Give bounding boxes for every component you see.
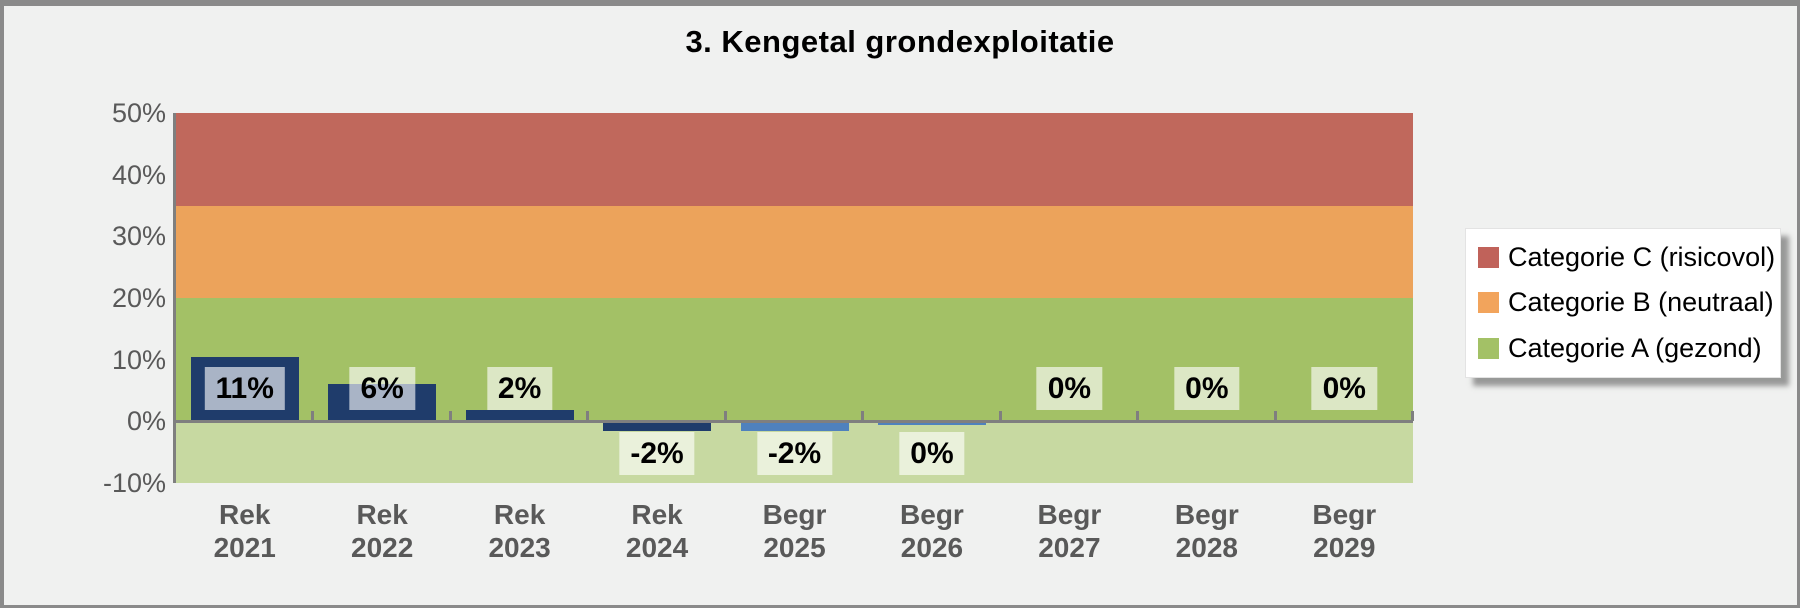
x-axis-tick-mark bbox=[723, 411, 727, 422]
categorie-b-band bbox=[176, 205, 1413, 298]
x-axis-category-line1: Rek bbox=[356, 499, 408, 530]
x-axis-category-line2: 2023 bbox=[488, 532, 551, 563]
legend-color-swatch-icon bbox=[1478, 292, 1499, 314]
x-axis-category-label: Rek 2021 bbox=[214, 498, 276, 564]
x-axis-category-label: Begr 2026 bbox=[900, 498, 964, 564]
y-axis-tick-label: -10% bbox=[102, 468, 166, 498]
categorie-c-band bbox=[176, 113, 1413, 206]
y-axis-tick-label: 40% bbox=[111, 159, 166, 190]
percent-data-label: -2% bbox=[619, 432, 695, 476]
x-axis-category-label: Rek 2022 bbox=[351, 498, 413, 564]
x-axis-tick-mark bbox=[586, 411, 590, 422]
x-axis-category-line2: 2029 bbox=[1313, 532, 1376, 563]
legend-color-swatch-icon bbox=[1478, 337, 1499, 359]
percent-data-label: 0% bbox=[1036, 367, 1103, 411]
x-axis-tick-mark bbox=[311, 411, 315, 422]
x-axis-tick-mark bbox=[1411, 411, 1414, 422]
x-axis-category-label: Begr 2025 bbox=[763, 498, 827, 564]
x-axis-category-label: Begr 2029 bbox=[1312, 498, 1376, 564]
x-axis-category-line1: Rek bbox=[493, 499, 546, 530]
bar-rek-2023 bbox=[465, 410, 574, 422]
percent-data-label: 6% bbox=[349, 367, 415, 411]
y-axis-tick-label: 10% bbox=[111, 344, 166, 375]
y-axis-tick-label: 50% bbox=[111, 98, 166, 128]
x-axis-tick-mark bbox=[1273, 411, 1277, 422]
y-axis-line bbox=[173, 113, 176, 483]
x-axis-category-line1: Begr bbox=[1174, 499, 1239, 530]
legend-item: Categorie C (risicovol) bbox=[1478, 242, 1780, 273]
x-axis-category-line1: Begr bbox=[1037, 499, 1102, 530]
percent-data-label: -2% bbox=[756, 432, 833, 476]
chart-title: 3. Kengetal grondexploitatie bbox=[685, 24, 1115, 59]
bar-rek-2024 bbox=[603, 421, 712, 431]
x-axis-tick-mark bbox=[448, 411, 452, 422]
x-axis-category-line1: Begr bbox=[900, 499, 964, 530]
x-axis-category-line2: 2024 bbox=[625, 532, 689, 563]
x-axis-category-line2: 2028 bbox=[1175, 532, 1238, 563]
x-axis-category-line1: Rek bbox=[219, 499, 271, 530]
legend-label: Categorie C (risicovol) bbox=[1508, 242, 1776, 273]
legend: Categorie C (risicovol) Categorie B (neut… bbox=[1465, 228, 1781, 378]
x-axis-category-line2: 2025 bbox=[763, 532, 826, 563]
x-axis-category-label: Rek 2023 bbox=[488, 498, 550, 564]
percent-data-label: 0% bbox=[1174, 367, 1240, 411]
x-axis-category-line2: 2026 bbox=[900, 532, 964, 563]
legend-label: Categorie B (neutraal) bbox=[1508, 287, 1774, 318]
x-axis-category-line1: Begr bbox=[1312, 499, 1377, 530]
x-axis-category-label: Rek 2024 bbox=[626, 498, 688, 564]
y-axis-tick-label: 30% bbox=[111, 221, 166, 252]
y-axis-tick-label: 0% bbox=[126, 406, 166, 437]
x-axis-category-line2: 2021 bbox=[213, 532, 276, 563]
legend-label: Categorie A (gezond) bbox=[1508, 332, 1762, 363]
x-axis-category-line2: 2022 bbox=[351, 532, 414, 563]
percent-data-label: 0% bbox=[899, 432, 965, 476]
x-axis-category-line1: Rek bbox=[631, 499, 683, 530]
legend-item: Categorie B (neutraal) bbox=[1478, 287, 1780, 318]
percent-data-label: 0% bbox=[1311, 367, 1377, 411]
legend-color-swatch-icon bbox=[1478, 247, 1499, 269]
x-axis-tick-mark bbox=[998, 411, 1002, 422]
x-axis-line bbox=[176, 420, 1413, 424]
percent-data-label: 2% bbox=[486, 367, 553, 411]
bar-begr-2025 bbox=[740, 421, 849, 431]
legend-item: Categorie A (gezond) bbox=[1478, 333, 1780, 364]
x-axis-category-label: Begr 2027 bbox=[1037, 498, 1101, 564]
x-axis-tick-mark bbox=[861, 411, 865, 422]
percent-data-label: 11% bbox=[204, 367, 285, 411]
x-axis-category-line2: 2027 bbox=[1038, 532, 1101, 563]
y-axis-tick-label: 20% bbox=[111, 283, 166, 313]
x-axis-category-line1: Begr bbox=[762, 499, 827, 530]
x-axis-category-label: Begr 2028 bbox=[1175, 498, 1239, 564]
x-axis-tick-mark bbox=[1136, 411, 1140, 422]
